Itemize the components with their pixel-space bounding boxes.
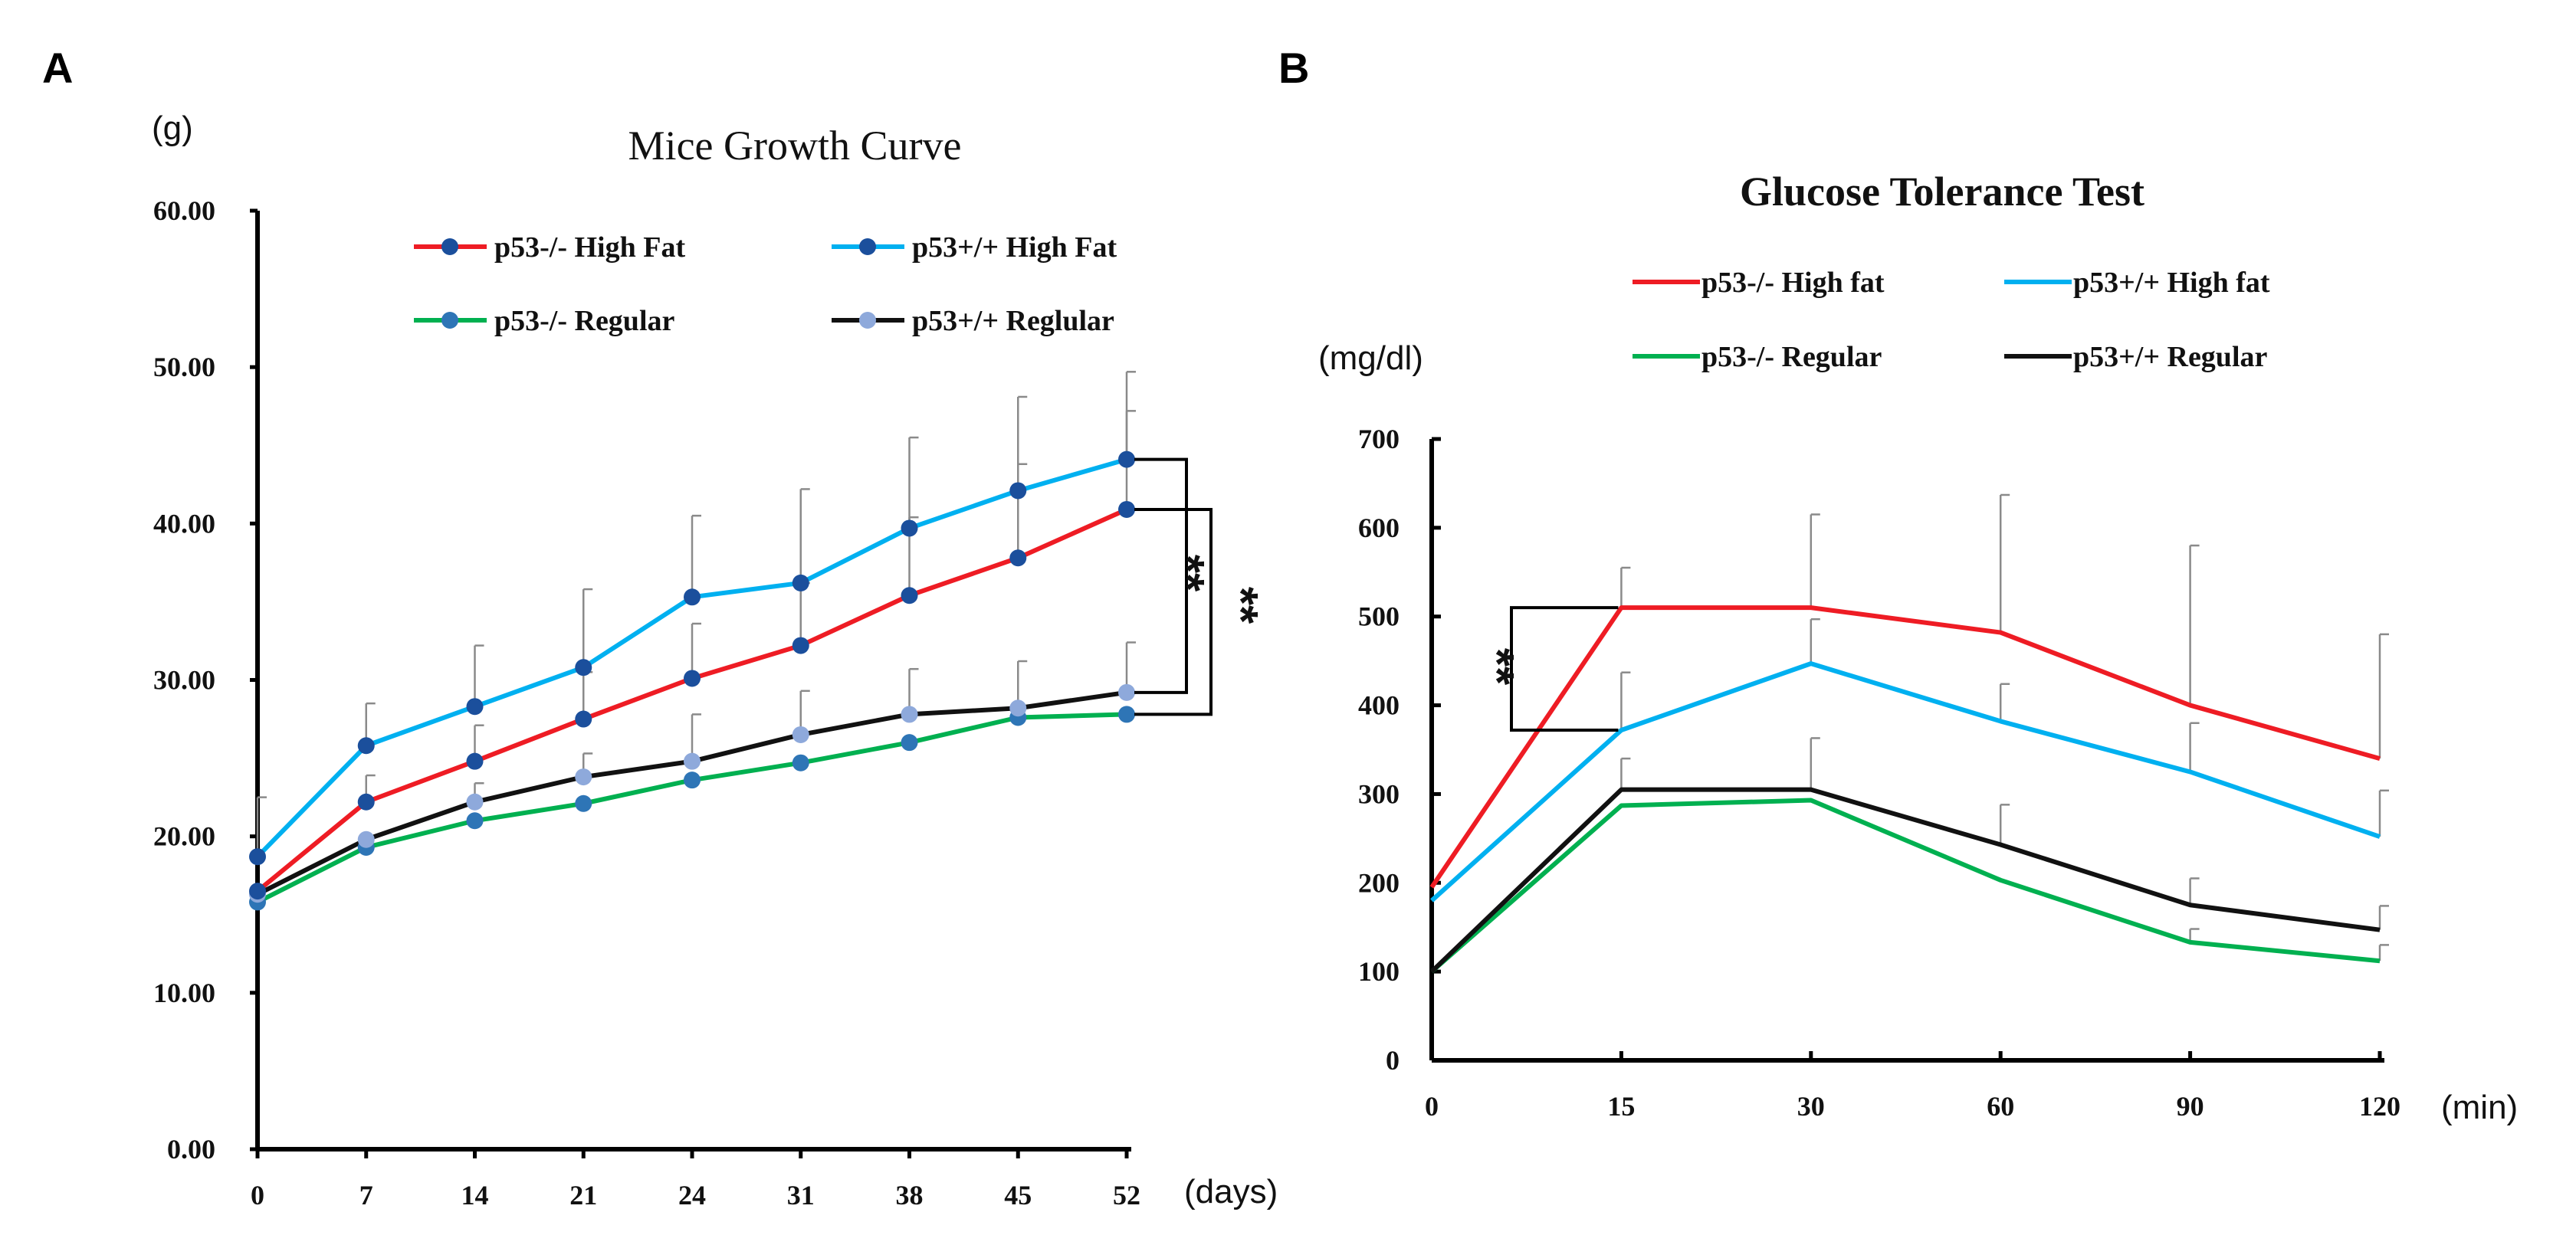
chart-a-x-tick-label: 0 — [251, 1180, 264, 1210]
chart-a-data-point — [901, 706, 918, 723]
chart-a-data-point — [1118, 500, 1135, 518]
chart-b-x-tick-label: 15 — [1607, 1091, 1635, 1122]
chart-a-legend-label: p53+/+ High Fat — [912, 231, 1117, 264]
chart-b-y-tick-label: 700 — [1358, 424, 1400, 454]
chart-b-y-tick-label: 100 — [1358, 956, 1400, 987]
chart-b-x-tick-label: 60 — [1987, 1091, 2014, 1122]
chart-a-legend-marker — [441, 238, 458, 255]
chart-a-x-tick-label: 14 — [461, 1180, 489, 1210]
chart-a-data-point — [684, 772, 701, 789]
chart-a-plot: 0.00 10.00 20.00 30.00 40.00 50.00 60.00 0 7 14 21… — [153, 195, 1267, 1210]
chart-a-data-point — [249, 883, 266, 900]
chart-a-data-point — [357, 830, 375, 848]
chart-a-data-point — [792, 726, 809, 743]
chart-a-data-point — [792, 637, 809, 654]
chart-a-data-point — [575, 794, 592, 812]
chart-b-legend-label: p53-/- High fat — [1701, 267, 1885, 299]
chart-b-y-tick-label: 600 — [1358, 513, 1400, 543]
chart-a-x-tick-label: 38 — [896, 1180, 924, 1210]
chart-a-data-point — [466, 812, 484, 830]
chart-a-data-point — [1009, 699, 1027, 717]
chart-b-sig-bracket — [1510, 606, 1619, 732]
chart-a-data-point — [466, 793, 484, 811]
chart-b-plot: 0 100 200 300 400 500 600 700 0 15 30 60 90 120 p53-/-… — [1358, 267, 2400, 1122]
chart-a-x-tick-label: 52 — [1113, 1180, 1140, 1210]
chart-a-legend-label: p53-/- Regular — [494, 305, 675, 337]
chart-b-y-tick-label: 200 — [1358, 867, 1400, 898]
chart-a-y-tick-label: 50.00 — [153, 352, 215, 382]
chart-a-legend-marker — [441, 312, 458, 329]
chart-a-data-point — [1118, 450, 1135, 468]
chart-a-data-point — [901, 519, 918, 537]
chart-a-x-tick-label: 24 — [678, 1180, 706, 1210]
chart-b-y-tick-label: 300 — [1358, 778, 1400, 809]
chart-b-x-tick-label: 120 — [2359, 1091, 2400, 1122]
chart-a-y-tick-label: 60.00 — [153, 195, 215, 226]
chart-a-data-point — [792, 574, 809, 591]
chart-a-data-point — [466, 752, 484, 770]
chart-b-legend-label: p53-/- Regular — [1701, 341, 1882, 373]
chart-a-x-unit: (days) — [1184, 1173, 1278, 1210]
chart-a-data-point — [792, 754, 809, 772]
chart-a-y-tick-label: 0.00 — [167, 1134, 215, 1165]
chart-a-y-tick-label: 10.00 — [153, 978, 215, 1008]
chart-b-y-unit: (mg/dl) — [1318, 339, 1423, 377]
chart-b-series-line — [1429, 605, 2381, 889]
panel-a-label: A — [42, 44, 73, 92]
chart-a-data-point — [901, 587, 918, 604]
chart-a-data-point — [684, 670, 701, 687]
chart-b-legend-label: p53+/+ Regular — [2073, 341, 2267, 373]
chart-b-x-tick-label: 0 — [1425, 1091, 1439, 1122]
chart-a-data-point — [575, 768, 592, 786]
chart-a-data-point — [1118, 683, 1135, 701]
chart-b-x-tick-label: 30 — [1797, 1091, 1825, 1122]
chart-a-y-tick-label: 30.00 — [153, 665, 215, 696]
chart-b-series-line — [1430, 798, 2381, 974]
chart-a-x-tick-label: 31 — [787, 1180, 815, 1210]
chart-a-y-tick-label: 40.00 — [153, 508, 215, 539]
chart-a-data-point — [249, 848, 266, 866]
chart-a-y-tick-label: 20.00 — [153, 821, 215, 852]
chart-a-title: Mice Growth Curve — [628, 123, 962, 169]
chart-a-x-tick-label: 45 — [1004, 1180, 1032, 1210]
chart-a-x-tick-label: 7 — [359, 1180, 373, 1210]
chart-b-y-tick-label: 500 — [1358, 601, 1400, 632]
chart-a-legend-marker — [859, 312, 876, 329]
chart-b-legend-label: p53+/+ High fat — [2073, 267, 2270, 299]
chart-b-sig-label: ** — [1470, 648, 1523, 686]
chart-a-sig-label: ** — [1214, 587, 1267, 624]
chart-a-sig-label: ** — [1160, 555, 1213, 592]
chart-a-data-point — [575, 659, 592, 677]
chart-b-series-line — [1429, 661, 2381, 903]
chart-b-series-line — [1429, 787, 2381, 974]
chart-a-data-point — [357, 737, 375, 755]
chart-a-data-point — [466, 698, 484, 716]
chart-a-data-point — [684, 752, 701, 770]
chart-a-legend-marker — [859, 238, 876, 255]
chart-b-x-tick-label: 90 — [2177, 1091, 2204, 1122]
chart-a-sig-bracket — [1134, 507, 1213, 716]
chart-b-y-tick-label: 0 — [1386, 1045, 1400, 1076]
chart-b-y-tick-label: 400 — [1358, 690, 1400, 721]
chart-b-title: Glucose Tolerance Test — [1740, 169, 2144, 215]
chart-a-data-point — [1009, 482, 1027, 500]
chart-a-data-point — [575, 710, 592, 728]
chart-a-data-point — [357, 793, 375, 811]
chart-a-legend-label: p53-/- High Fat — [494, 231, 685, 264]
chart-b-x-unit: (min) — [2441, 1089, 2518, 1126]
chart-a-data-point — [901, 734, 918, 752]
chart-a-data-point — [1009, 549, 1027, 567]
chart-a-y-unit: (g) — [152, 110, 193, 147]
chart-a-legend-label: p53+/+ Reglular — [912, 305, 1114, 337]
chart-a-x-tick-label: 21 — [569, 1180, 597, 1210]
chart-a-data-point — [1118, 706, 1135, 723]
panel-b-label: B — [1278, 44, 1309, 92]
chart-a-sig-bracket — [1134, 457, 1188, 694]
chart-a-data-point — [684, 588, 701, 606]
